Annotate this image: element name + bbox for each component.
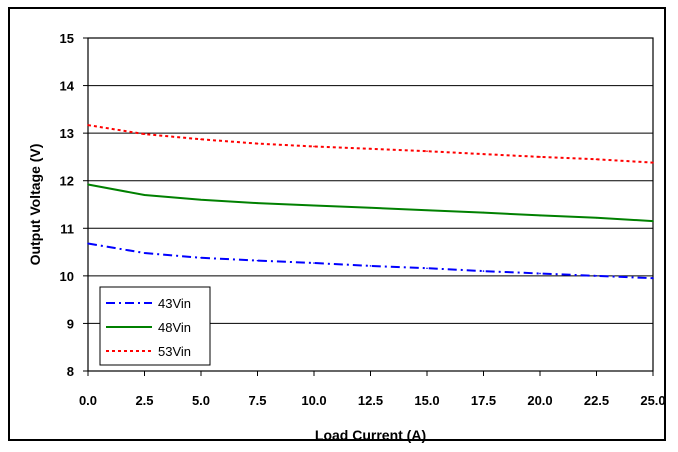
data-point-43Vin (144, 252, 146, 254)
x-tick-label: 15.0 (414, 393, 439, 408)
data-point-43Vin (652, 277, 654, 279)
data-point-48Vin (87, 184, 89, 186)
data-point-53Vin (483, 153, 485, 155)
x-tick-label: 2.5 (135, 393, 153, 408)
data-point-43Vin (483, 270, 485, 272)
data-point-43Vin (200, 257, 202, 259)
series-line-48Vin (88, 185, 653, 222)
data-point-48Vin (483, 212, 485, 214)
y-axis-title: Output Voltage (V) (27, 144, 43, 266)
y-tick-label: 8 (67, 364, 74, 379)
data-point-53Vin (200, 139, 202, 141)
data-point-48Vin (200, 199, 202, 201)
data-point-53Vin (313, 146, 315, 148)
x-tick-label: 25.0 (640, 393, 665, 408)
data-point-53Vin (539, 156, 541, 158)
series-line-43Vin (88, 244, 653, 279)
data-point-53Vin (257, 143, 259, 145)
data-point-53Vin (87, 124, 89, 126)
x-axis-title: Load Current (A) (315, 427, 426, 443)
x-tick-label: 20.0 (527, 393, 552, 408)
data-point-48Vin (596, 217, 598, 219)
y-tick-label: 10 (60, 269, 74, 284)
data-point-48Vin (539, 215, 541, 217)
data-point-43Vin (426, 267, 428, 269)
y-tick-label: 12 (60, 174, 74, 189)
data-point-53Vin (652, 162, 654, 164)
data-point-53Vin (144, 133, 146, 135)
x-tick-label: 7.5 (248, 393, 266, 408)
y-tick-label: 14 (60, 79, 75, 94)
data-point-53Vin (596, 159, 598, 161)
data-point-43Vin (596, 275, 598, 277)
x-tick-label: 5.0 (192, 393, 210, 408)
data-point-43Vin (539, 273, 541, 275)
y-tick-label: 13 (60, 126, 74, 141)
data-point-48Vin (144, 194, 146, 196)
x-tick-label: 22.5 (584, 393, 609, 408)
x-tick-label: 12.5 (358, 393, 383, 408)
data-point-53Vin (370, 148, 372, 150)
data-point-43Vin (87, 243, 89, 245)
data-point-48Vin (257, 202, 259, 204)
data-point-43Vin (257, 260, 259, 262)
x-tick-label: 10.0 (301, 393, 326, 408)
data-point-43Vin (370, 265, 372, 267)
legend-label-48Vin: 48Vin (158, 320, 191, 335)
legend-label-53Vin: 53Vin (158, 344, 191, 359)
y-tick-label: 15 (60, 31, 74, 46)
data-point-48Vin (652, 220, 654, 222)
legend-label-43Vin: 43Vin (158, 296, 191, 311)
data-point-48Vin (370, 207, 372, 209)
data-point-53Vin (426, 150, 428, 152)
x-tick-label: 17.5 (471, 393, 496, 408)
series-line-53Vin (88, 125, 653, 163)
data-point-48Vin (313, 205, 315, 207)
data-point-48Vin (426, 209, 428, 211)
data-point-43Vin (313, 262, 315, 264)
y-tick-label: 11 (60, 221, 74, 236)
x-tick-label: 0.0 (79, 393, 97, 408)
y-tick-label: 9 (67, 316, 74, 331)
